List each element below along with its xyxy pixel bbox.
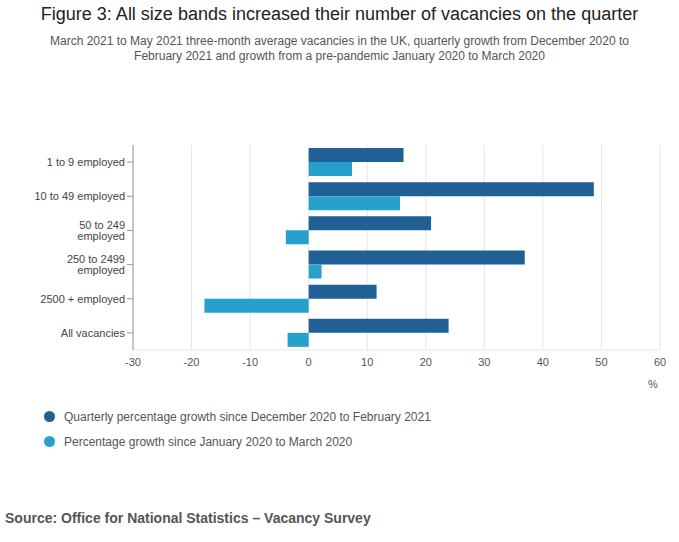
html-text:Figure 3: All size bands incre: Figure 3: All size bands increased their… [40, 4, 639, 24]
html-text:Quarterly percentage growth si: Quarterly percentage growth since Decemb… [64, 409, 431, 424]
svg-text:60: 60 [654, 356, 666, 368]
svg-text:All vacancies: All vacancies [61, 327, 126, 339]
svg-text:1 to 9 employed: 1 to 9 employed [47, 156, 125, 168]
svg-text:2500 + employed: 2500 + employed [40, 293, 125, 305]
svg-text:10: 10 [361, 356, 373, 368]
html-text:Percentage growth since Januar: Percentage growth since January 2020 to … [64, 434, 353, 449]
svg-text:250 to 2499employed: 250 to 2499employed [67, 253, 125, 276]
svg-text:0: 0 [306, 356, 312, 368]
html-text:Source: Office for National St: Source: Office for National Statistics –… [5, 510, 371, 526]
svg-text:50 to 249employed: 50 to 249employed [77, 219, 125, 242]
svg-text:-20: -20 [184, 356, 200, 368]
svg-text:50: 50 [595, 356, 607, 368]
html-text:March 2021 to May 2021 three-m: March 2021 to May 2021 three-month avera… [50, 34, 629, 63]
svg-text:40: 40 [537, 356, 549, 368]
svg-text:-10: -10 [242, 356, 258, 368]
svg-text:-30: -30 [125, 356, 141, 368]
svg-text:30: 30 [478, 356, 490, 368]
svg-text:20: 20 [420, 356, 432, 368]
svg-text:10 to 49 employed: 10 to 49 employed [34, 190, 125, 202]
